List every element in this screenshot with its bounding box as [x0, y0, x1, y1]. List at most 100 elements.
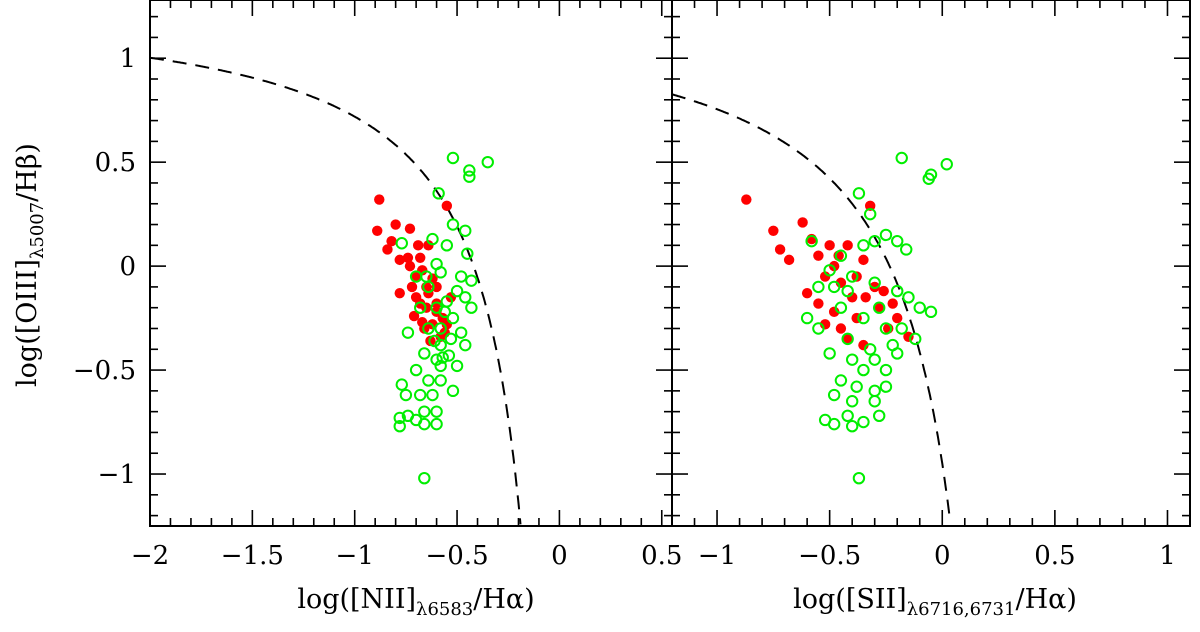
- green-open-point: [873, 301, 886, 314]
- red-filled-point: [741, 194, 752, 205]
- right-demarcation-curve: [671, 93, 952, 522]
- green-open-point: [841, 284, 854, 298]
- green-open-point: [841, 332, 854, 346]
- green-open-point: [850, 380, 863, 393]
- red-filled-point: [415, 298, 426, 309]
- red-filled-point: [903, 331, 914, 343]
- red-filled-point: [372, 225, 383, 236]
- green-open-point: [891, 234, 904, 248]
- green-open-point: [430, 405, 443, 418]
- green-open-point: [440, 239, 454, 252]
- red-filled-point: [412, 240, 424, 251]
- red-filled-point: [813, 298, 824, 309]
- green-open-point: [879, 228, 893, 242]
- green-open-point: [823, 264, 836, 277]
- left-xlabel-pre: log([NII]: [297, 584, 416, 615]
- green-open-point: [857, 415, 870, 429]
- green-open-point: [857, 363, 870, 377]
- green-open-point: [868, 395, 881, 408]
- red-filled-point: [842, 240, 853, 251]
- left-ylabel-post: /Hβ): [12, 143, 43, 202]
- green-open-point: [446, 218, 460, 231]
- green-open-point: [426, 232, 439, 246]
- red-filled-point: [394, 287, 405, 299]
- red-filled-point: [406, 281, 418, 293]
- right-panel-ticks: [672, 0, 1191, 526]
- green-open-point: [924, 305, 938, 319]
- right-xlabel-post: /Hα): [1015, 584, 1076, 615]
- green-open-point: [800, 311, 814, 325]
- red-filled-point: [819, 271, 831, 282]
- left-ylabel-sub: λ5007: [27, 202, 48, 259]
- red-filled-point: [813, 250, 824, 261]
- y-tick-label: −0.5: [73, 356, 136, 386]
- red-filled-point: [441, 200, 453, 212]
- right-red-filled-points: [741, 194, 914, 351]
- green-open-point: [863, 207, 877, 221]
- red-filled-point: [858, 254, 869, 266]
- green-open-point: [827, 280, 841, 294]
- green-open-point: [834, 249, 848, 262]
- green-open-point: [461, 247, 474, 260]
- green-open-point: [434, 266, 447, 279]
- left-y-axis-label: log([OIII]λ5007/Hβ): [12, 143, 48, 387]
- green-open-point: [857, 311, 870, 325]
- green-open-point: [879, 380, 893, 393]
- x-tick-label: 1: [1159, 541, 1176, 571]
- green-open-point: [450, 284, 464, 298]
- green-open-point: [857, 239, 870, 252]
- red-filled-point: [394, 254, 405, 266]
- x-tick-label: −1.5: [221, 541, 284, 571]
- green-open-point: [418, 417, 431, 431]
- green-open-point: [845, 395, 859, 408]
- green-open-point: [454, 326, 468, 339]
- green-open-point: [418, 471, 431, 485]
- red-filled-point: [404, 260, 416, 272]
- red-filled-point: [846, 292, 858, 303]
- x-tick-label: 0: [551, 541, 568, 571]
- x-tick-label: −0.5: [425, 541, 488, 571]
- x-tick-label: 0: [934, 541, 951, 571]
- left-y-tick-labels: 1 0.5 0 −0.5 −1: [73, 44, 136, 490]
- red-filled-point: [404, 223, 416, 234]
- green-open-point: [422, 322, 435, 335]
- right-xlabel-pre: log([SII]: [793, 584, 907, 615]
- green-open-point: [401, 326, 415, 339]
- green-open-point: [436, 351, 449, 364]
- green-open-point: [393, 411, 406, 425]
- red-filled-point: [801, 287, 813, 299]
- x-tick-label: −2: [131, 541, 169, 571]
- left-green-open-points: [393, 151, 494, 485]
- x-tick-label: 0.5: [641, 541, 682, 571]
- x-tick-label: −1: [698, 541, 736, 571]
- red-filled-point: [892, 312, 903, 324]
- green-open-point: [459, 224, 472, 237]
- green-open-point: [823, 347, 836, 360]
- red-filled-point: [835, 323, 847, 334]
- green-open-point: [465, 301, 478, 314]
- red-filled-point: [425, 335, 436, 347]
- red-filled-point: [768, 225, 779, 236]
- left-xlabel-post: /Hα): [473, 584, 534, 615]
- y-tick-label: 0: [119, 252, 136, 282]
- red-filled-point: [774, 244, 786, 255]
- green-open-point: [409, 363, 423, 377]
- green-open-point: [922, 172, 935, 185]
- green-open-point: [422, 374, 435, 387]
- green-open-point: [446, 151, 460, 165]
- green-open-point: [879, 363, 893, 377]
- green-open-point: [463, 164, 476, 177]
- green-open-point: [868, 384, 881, 398]
- green-open-point: [834, 301, 848, 314]
- red-filled-point: [783, 254, 795, 266]
- left-red-filled-points: [372, 194, 457, 347]
- x-tick-label: −0.5: [798, 541, 861, 571]
- y-tick-label: 0.5: [95, 148, 136, 178]
- green-open-point: [465, 274, 478, 287]
- green-open-point: [450, 359, 464, 373]
- red-filled-point: [797, 217, 808, 228]
- right-x-tick-labels: −1 −0.5 0 0.5 1: [698, 541, 1176, 571]
- x-tick-label: −1: [336, 541, 374, 571]
- green-open-point: [940, 158, 953, 171]
